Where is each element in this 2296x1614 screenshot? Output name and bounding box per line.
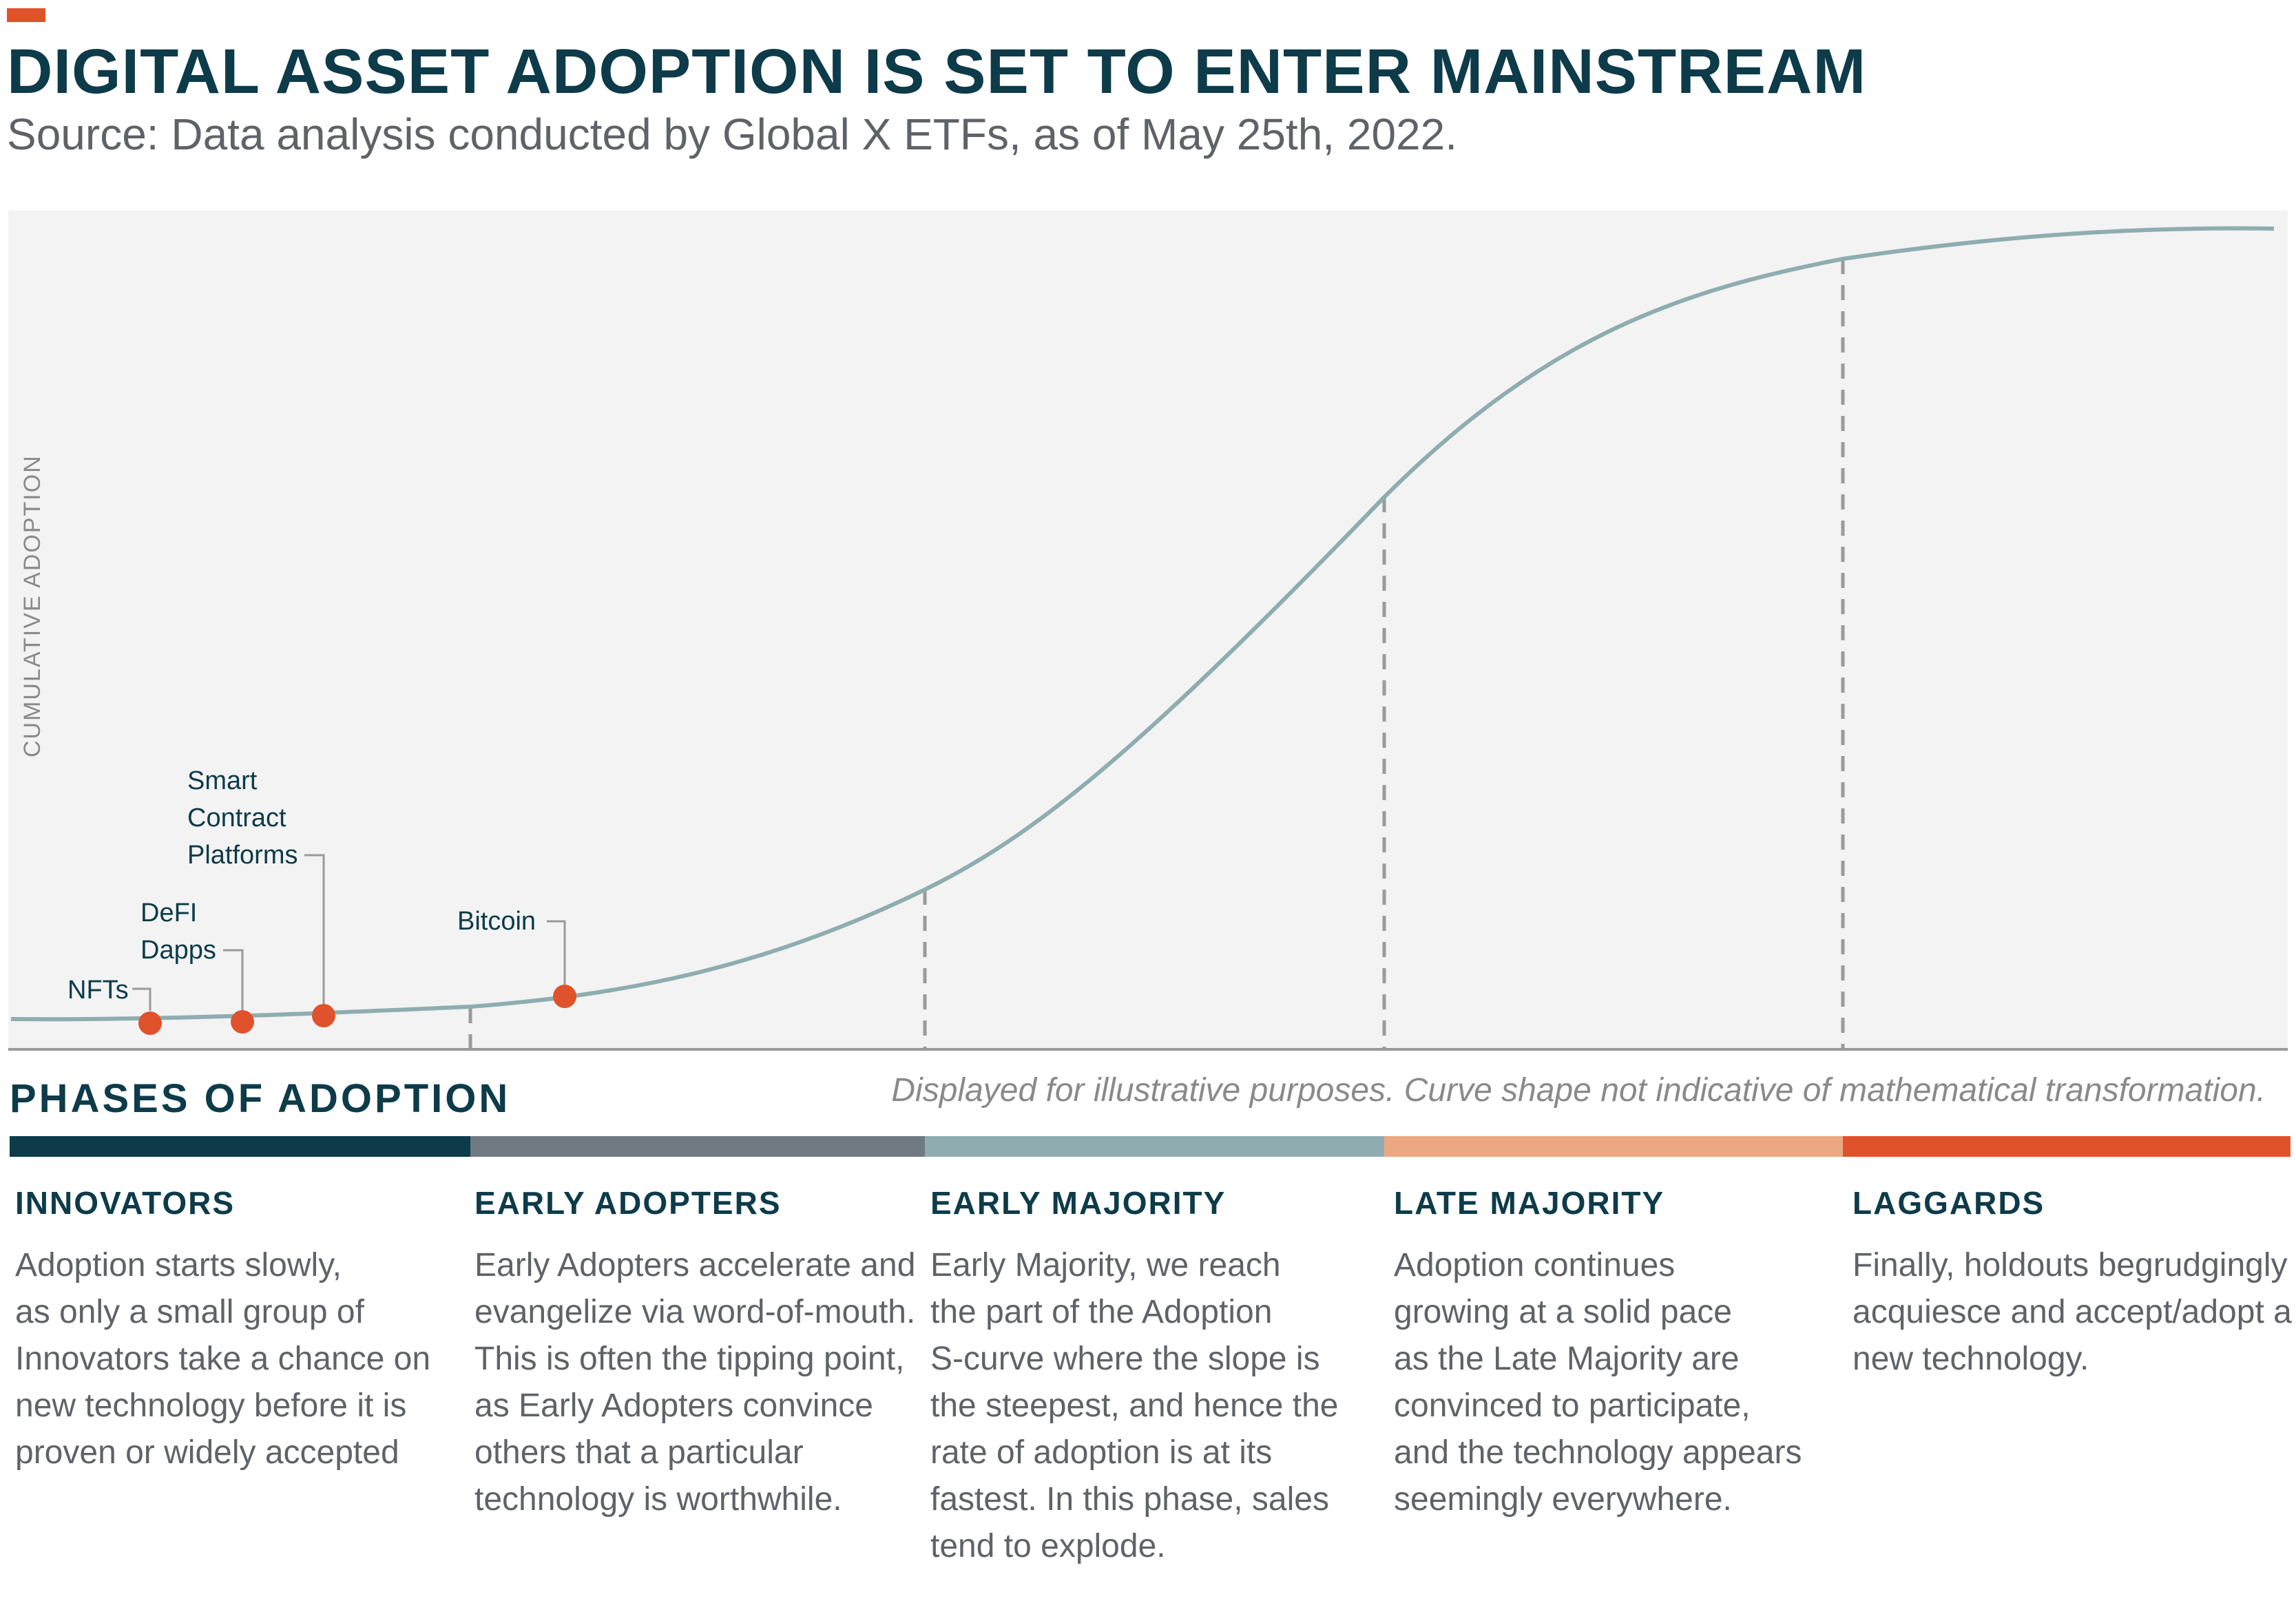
phase-early-majority: EARLY MAJORITY Early Majority, we reach …: [930, 1184, 1378, 1570]
chart-title: DIGITAL ASSET ADOPTION IS SET TO ENTER M…: [7, 36, 1867, 107]
chart-subtitle: Source: Data analysis conducted by Globa…: [7, 109, 1457, 159]
phase-early-adopters: EARLY ADOPTERS Early Adopters accelerate…: [474, 1184, 922, 1523]
phase-laggards: LAGGARDS Finally, holdouts begrudgingly …: [1853, 1184, 2293, 1383]
defi-dapps-label: DeFI Dapps: [140, 899, 216, 965]
accent-bar: [7, 8, 45, 22]
phase-description-early-majority: Early Majority, we reach the part of the…: [930, 1247, 1339, 1564]
phase-description-early-adopters: Early Adopters accelerate and evangelize…: [474, 1247, 916, 1518]
phase-name-early-adopters: EARLY ADOPTERS: [474, 1185, 782, 1221]
phase-description-innovators: Adoption starts slowly, as only a small …: [15, 1247, 431, 1471]
phase-band-late-majority: [1384, 1136, 1843, 1157]
phase-name-laggards: LAGGARDS: [1853, 1185, 2045, 1221]
asset-labels: NFTs DeFI Dapps Smart Contract Platforms Bi…: [67, 766, 536, 1005]
defi-dapps-marker: [231, 1010, 254, 1034]
phase-name-late-majority: LATE MAJORITY: [1394, 1185, 1665, 1221]
smart-contract-platforms-label: Smart Contract Platforms: [187, 766, 298, 870]
defi-dapps-leader-line: [223, 949, 244, 1011]
asset-markers: [138, 985, 576, 1035]
phase-name-innovators: INNOVATORS: [15, 1185, 236, 1221]
adoption-curve-chart: CUMULATIVE ADOPTION NFTs DeFI Dapps Smart…: [8, 226, 2288, 1051]
adoption-s-curve: [10, 226, 2275, 1022]
nfts-leader-line: [132, 987, 152, 1011]
phase-description-late-majority: Adoption continues growing at a solid pa…: [1394, 1247, 1802, 1518]
smart-contract-platforms-marker: [312, 1004, 335, 1027]
phases-heading: PHASES OF ADOPTION: [10, 1076, 511, 1121]
disclaimer-note: Displayed for illustrative purposes. Cur…: [891, 1072, 2266, 1109]
smart-contract-leader-line: [304, 854, 325, 1007]
phase-band-innovators: [10, 1136, 470, 1157]
y-axis-label: CUMULATIVE ADOPTION: [19, 454, 45, 757]
bitcoin-leader-line: [547, 920, 566, 992]
phase-innovators: INNOVATORS Adoption starts slowly, as on…: [15, 1184, 463, 1476]
phase-late-majority: LATE MAJORITY Adoption continues growing…: [1394, 1184, 1835, 1523]
phase-description-laggards: Finally, holdouts begrudgingly acquiesce…: [1853, 1247, 2292, 1377]
nfts-marker: [138, 1012, 162, 1035]
nfts-label: NFTs: [67, 976, 129, 1005]
phase-band-early-adopters: [470, 1136, 925, 1157]
phase-name-early-majority: EARLY MAJORITY: [930, 1185, 1227, 1221]
asset-leaders: [132, 854, 566, 1011]
phase-band-laggards: [1843, 1136, 2290, 1157]
phase-dividers: [468, 259, 1845, 1048]
bitcoin-marker: [553, 985, 576, 1008]
phase-band-early-majority: [925, 1136, 1384, 1157]
bitcoin-label: Bitcoin: [457, 907, 536, 936]
chart-background: [8, 211, 2288, 1049]
